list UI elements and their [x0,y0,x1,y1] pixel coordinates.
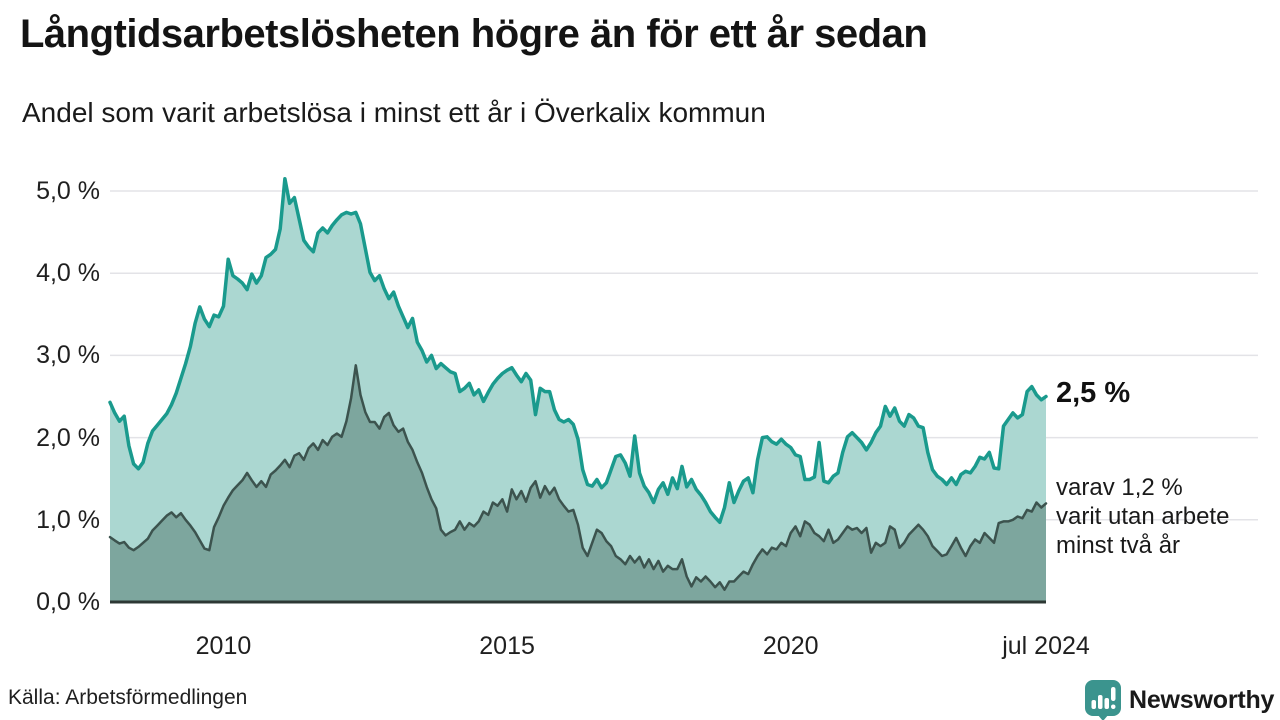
brand-name: Newsworthy [1129,685,1275,714]
y-axis-tick-label: 5,0 % [36,177,100,205]
secondary-annotation: varav 1,2 % varit utan arbete minst två … [1056,474,1230,559]
x-axis-tick-label: 2015 [479,632,535,660]
newsworthy-logo: Newsworthy [1084,680,1274,720]
page-title: Långtidsarbetslösheten högre än för ett … [20,12,928,56]
y-axis-tick-label: 2,0 % [36,423,100,452]
x-axis-tick-label: jul 2024 [1002,632,1090,660]
y-axis-tick-label: 3,0 % [36,341,100,370]
y-axis-tick-label: 0,0 % [36,588,100,616]
y-axis-tick-label: 4,0 % [36,259,100,288]
source-note: Källa: Arbetsförmedlingen [8,686,248,709]
x-axis-tick-label: 2010 [195,632,252,660]
y-axis-tick-label: 1,0 % [36,505,100,534]
chart-subtitle: Andel som varit arbetslösa i minst ett å… [22,97,766,128]
latest-value-annotation: 2,5 % [1056,377,1131,409]
x-axis-tick-label: 2020 [762,632,819,660]
newsworthy-speech-bubble-bar-chart-icon [1085,680,1121,720]
